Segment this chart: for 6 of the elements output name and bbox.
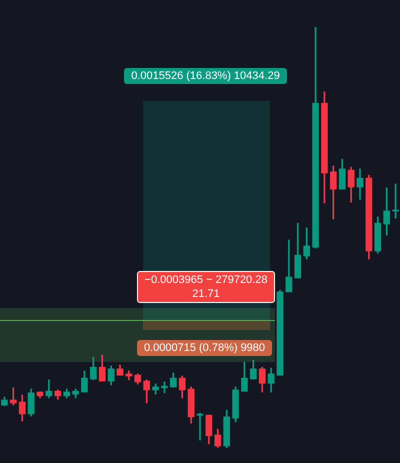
price-tag: −0.0003965 ~ 279720.28 21.71 bbox=[137, 271, 275, 303]
candlestick bbox=[161, 382, 168, 394]
candlestick bbox=[392, 184, 399, 218]
price-tag: 0.0015526 (16.83%) 10434.29 bbox=[124, 68, 287, 84]
price-tag: 0.0000715 (0.78%) 9980 bbox=[137, 340, 272, 356]
candlestick bbox=[196, 412, 204, 440]
